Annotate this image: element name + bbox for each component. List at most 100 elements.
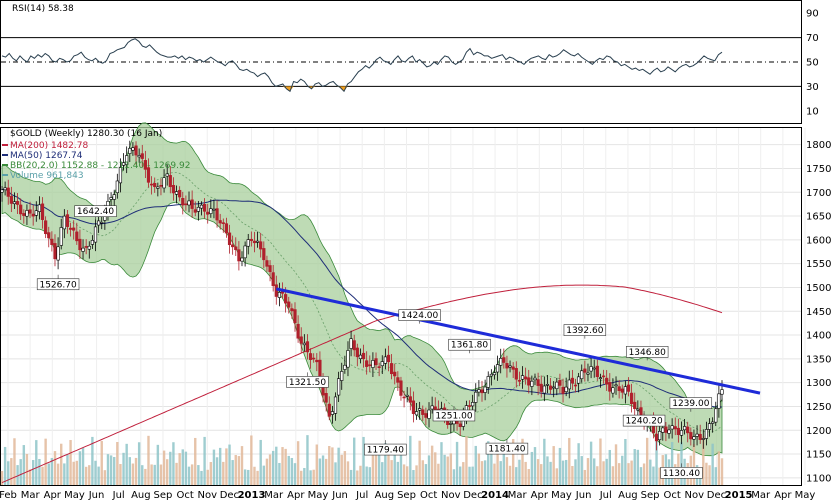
volume-bar (181, 449, 184, 485)
annotation-box (485, 442, 529, 455)
candle-body (115, 180, 119, 194)
candle-body (221, 222, 225, 224)
x-axis-label: May (795, 490, 816, 501)
candle-body (68, 227, 73, 230)
volume-bar (309, 470, 312, 485)
candle-body (402, 396, 406, 399)
volume-bar (50, 457, 54, 485)
price-y-tick: 1550 (806, 259, 831, 270)
volume-bar (568, 437, 571, 485)
volume-bar (702, 436, 705, 485)
candle-body (162, 177, 166, 189)
candle-body (711, 421, 715, 424)
volume-bar (596, 466, 599, 485)
candle-body (508, 365, 512, 368)
x-axis-label: Apr (44, 490, 62, 501)
volume-bar (655, 440, 658, 485)
volume-bar (670, 442, 674, 485)
candle-body (608, 382, 612, 392)
volume-bar (343, 451, 347, 485)
candle-body (589, 366, 593, 372)
candle-body (87, 245, 91, 250)
candle-body (199, 204, 204, 209)
candle-body (580, 370, 584, 380)
price-panel: 1642.40 1526.70 1321.50 1424.00 1361.80 1179.… (0, 122, 831, 486)
candle-body (47, 232, 51, 239)
candle-body (471, 402, 475, 407)
candle-body (12, 201, 17, 205)
volume-bar (169, 451, 172, 485)
volume-bar (574, 459, 577, 485)
candle-body (56, 246, 60, 261)
volume-bar (658, 467, 661, 485)
candle-body (337, 378, 341, 396)
annotation-label: 1179.40 (367, 446, 404, 456)
candle-body (128, 148, 132, 154)
annotation-label: 1181.40 (488, 445, 525, 455)
volume-bar (284, 448, 287, 485)
ma200-line (1, 284, 723, 484)
candle-body (125, 155, 129, 165)
volume-bar (396, 461, 400, 485)
volume-bar (449, 453, 453, 485)
candle-body (714, 408, 718, 423)
volume-bar (97, 466, 100, 485)
volume-bar (22, 445, 26, 485)
x-axis-label: Sep (641, 490, 660, 501)
volume-bar (200, 470, 203, 485)
price-y-tick: 1100 (806, 473, 831, 484)
volume-bar (84, 466, 88, 485)
candle-body (131, 147, 135, 151)
volume-bar (580, 456, 583, 485)
candle-body (59, 227, 63, 246)
volume-bar (374, 451, 378, 485)
candle-body (483, 386, 487, 393)
candle-body (265, 260, 269, 267)
volume-bar (365, 466, 368, 485)
candle-body (287, 301, 291, 308)
x-axis-label: Mar (751, 490, 771, 501)
price-y-tick: 1800 (806, 140, 831, 151)
volume-bar (549, 461, 552, 485)
volume-bar (599, 438, 602, 485)
price-y-tick: 1450 (806, 307, 831, 318)
price-y-tick: 1700 (806, 188, 831, 199)
volume-bar (546, 456, 549, 485)
annotation-label: 1361.80 (451, 341, 488, 351)
candle-body (212, 208, 216, 211)
candle-body (168, 175, 172, 188)
volume-bar (262, 465, 266, 485)
rsi-y-tick: 90 (806, 9, 819, 20)
candle-body (408, 396, 412, 403)
volume-bar (147, 435, 150, 485)
price-y-tick: 1350 (806, 354, 831, 365)
candle-body (262, 248, 266, 261)
candle-body (305, 341, 310, 353)
volume-bar (3, 446, 7, 485)
candle-body (386, 354, 391, 363)
volume-bar (462, 462, 465, 485)
x-axis-label: Jun (575, 490, 592, 501)
candle-body (689, 432, 693, 440)
candle-body (121, 162, 126, 166)
volume-bar (218, 447, 222, 485)
volume-bar (7, 461, 10, 485)
candle-body (458, 423, 462, 427)
x-axis-label: 2015 (725, 490, 753, 501)
candle-body (605, 377, 609, 385)
price-y-tick: 1600 (806, 235, 831, 246)
volume-bar (642, 463, 646, 485)
volume-bar (605, 458, 608, 485)
volume-bar (88, 465, 91, 485)
bollinger-mid (1, 172, 723, 433)
volume-bar (334, 462, 337, 485)
volume-bar (175, 462, 178, 485)
price-y-tick: 1250 (806, 402, 831, 413)
candle-body (623, 386, 627, 395)
volume-bar (465, 436, 468, 485)
candle-body (692, 436, 696, 440)
candle-body (583, 368, 587, 373)
candle-body (467, 405, 472, 407)
candle-body (65, 214, 70, 227)
annotation-box (36, 278, 80, 291)
